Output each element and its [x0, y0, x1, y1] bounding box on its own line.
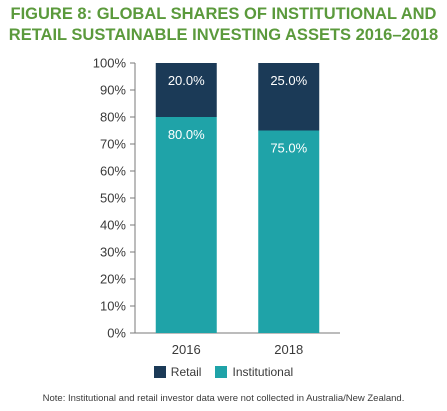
legend-label-retail: Retail	[170, 365, 202, 379]
bar-institutional-2016	[155, 117, 217, 333]
x-tick-label-2018: 2018	[274, 342, 303, 357]
chart-title-line-1: FIGURE 8: GLOBAL SHARES OF INSTITUTIONAL…	[10, 5, 437, 23]
y-tick-label: 0%	[107, 326, 126, 341]
y-tick-label: 60%	[100, 164, 126, 179]
y-tick-label: 20%	[100, 272, 126, 287]
stacked-bar-chart: 0%10%20%30%40%50%60%70%80%90%100% 2016 20…	[93, 56, 340, 357]
footnote: Note: Institutional and retail investor …	[42, 393, 405, 404]
legend-item-institutional: Institutional	[215, 365, 293, 379]
data-label-retail-2018: 25.0%	[270, 73, 307, 88]
legend-item-retail: Retail	[153, 365, 202, 379]
y-tick-label: 10%	[100, 299, 126, 314]
chart-title: FIGURE 8: GLOBAL SHARES OF INSTITUTIONAL…	[0, 4, 447, 46]
data-label-retail-2016: 20.0%	[168, 73, 205, 88]
data-label-institutional-2016: 80.0%	[168, 127, 205, 142]
y-tick-label: 40%	[100, 218, 126, 233]
y-tick-label: 50%	[100, 191, 126, 206]
legend-label-institutional: Institutional	[232, 365, 294, 379]
y-tick-label: 70%	[100, 137, 126, 152]
y-tick-label: 80%	[100, 110, 126, 125]
chart-title-line-2: RETAIL SUSTAINABLE INVESTING ASSETS 2016…	[8, 26, 439, 44]
y-tick-label: 30%	[100, 245, 126, 260]
y-tick-label: 90%	[100, 83, 126, 98]
legend: Retail Institutional	[0, 365, 447, 379]
legend-swatch-retail	[153, 366, 166, 378]
y-axis: 0% 10% 20% 30% 40% 50% 60% 70% 80% 90% 100%	[93, 56, 136, 341]
y-tick-label: 100%	[93, 56, 127, 71]
data-label-institutional-2018: 75.0%	[270, 141, 307, 156]
x-axis: 2016 2018	[135, 332, 340, 357]
bar-institutional-2018	[258, 130, 320, 333]
bar-retail-2018	[258, 63, 320, 131]
x-tick-label-2016: 2016	[172, 342, 201, 357]
legend-swatch-institutional	[215, 366, 228, 378]
bar-retail-2016	[155, 63, 217, 117]
bars: 80.0% 20.0% 75.0% 25.0%	[155, 63, 320, 333]
